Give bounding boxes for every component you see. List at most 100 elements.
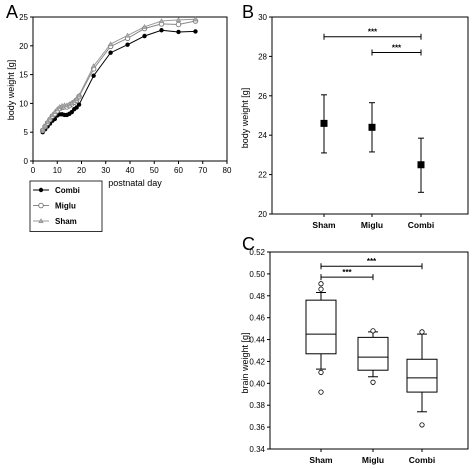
x-tick-label: 10 xyxy=(53,166,62,175)
data-point-sham xyxy=(42,122,48,128)
y-tick-label: 0.48 xyxy=(249,292,265,301)
y-tick-label: 0 xyxy=(24,157,29,166)
data-point-combi xyxy=(69,109,75,115)
x-tick-label: 20 xyxy=(77,166,86,175)
data-point-combi xyxy=(176,29,181,35)
x-tick-label: Combi xyxy=(408,220,434,230)
x-tick-label: 60 xyxy=(174,166,183,175)
x-tick-label: Sham xyxy=(312,220,336,230)
panel-b-plot-area: 20 22 24 26 28 30 Sham Miglu Combi *** *** xyxy=(258,13,469,230)
data-point-combi xyxy=(159,28,164,33)
panel-a-x-axis-label: postnatal day xyxy=(108,178,162,188)
data-point-sham xyxy=(141,23,148,29)
data-point-miglu xyxy=(175,21,182,28)
data-point-sham xyxy=(73,95,80,101)
y-tick-label: 0.44 xyxy=(249,336,265,345)
outlier-sham xyxy=(318,389,324,395)
box-miglu xyxy=(357,336,389,371)
mean-marker-sham xyxy=(320,119,328,127)
significance-label: *** xyxy=(368,28,378,37)
x-tick-label: 80 xyxy=(223,166,232,175)
data-point-combi xyxy=(125,42,130,47)
y-tick-label: 5 xyxy=(24,128,29,137)
x-tick-label: 0 xyxy=(31,166,36,175)
legend-label-combi: Combi xyxy=(55,186,80,195)
panel-a-plot-area: 0 10 20 30 40 50 60 70 80 0 5 10 15 20 25 xyxy=(19,13,232,175)
data-point-sham xyxy=(192,16,199,22)
data-point-sham xyxy=(49,111,56,117)
y-tick-label: 0.36 xyxy=(249,423,265,432)
data-point-combi xyxy=(74,105,79,110)
y-tick-label: 0.40 xyxy=(249,379,265,388)
panel-c-plot-area: 0.34 0.36 0.38 0.40 0.42 0.44 0.46 0.48 0.50 0.52… xyxy=(249,248,469,465)
panel-a-legend: Combi Miglu Sham xyxy=(29,180,103,232)
data-point-combi xyxy=(108,50,113,55)
panel-c: C 0.340.360.380.400.420.440.460.480.500.… xyxy=(240,234,469,465)
outlier-combi xyxy=(419,422,425,428)
significance-label: *** xyxy=(367,257,377,266)
panel-c-frame xyxy=(269,251,469,450)
y-tick-label: 0.52 xyxy=(249,248,265,257)
panel-b-letter: B xyxy=(242,2,254,22)
outlier-sham xyxy=(318,286,324,292)
x-tick-label: 70 xyxy=(198,166,207,175)
y-tick-label: 15 xyxy=(19,71,28,80)
y-tick-label: 25 xyxy=(19,13,28,22)
data-point-combi xyxy=(142,33,147,39)
series-line-combi xyxy=(42,29,196,133)
x-tick-label: 50 xyxy=(150,166,159,175)
y-tick-label: 0.34 xyxy=(249,445,265,454)
significance-label: *** xyxy=(342,268,352,277)
panel-b: B 20 22 24 26 28 30 Sham Miglu Combi *** *** body … xyxy=(240,2,469,230)
data-point-sham xyxy=(158,18,165,24)
data-point-sham xyxy=(76,92,82,98)
legend-marker-sham xyxy=(38,218,44,224)
data-point-sham xyxy=(52,109,58,115)
box-combi xyxy=(406,358,438,393)
legend-label-miglu: Miglu xyxy=(55,202,76,211)
y-tick-label: 0.50 xyxy=(249,270,265,279)
significance-label: *** xyxy=(392,43,402,52)
data-point-combi xyxy=(193,29,198,34)
data-point-sham xyxy=(44,118,51,124)
y-tick-label: 10 xyxy=(19,99,28,108)
outlier-miglu xyxy=(370,379,376,385)
y-tick-label: 0.42 xyxy=(249,357,265,366)
box-sham xyxy=(305,299,337,355)
x-tick-label: Sham xyxy=(309,455,333,465)
x-tick-label: Miglu xyxy=(361,220,383,230)
panel-a-y-axis-label: body weight [g] xyxy=(6,60,16,121)
data-point-combi xyxy=(91,73,96,78)
y-tick-label: 24 xyxy=(258,131,267,140)
data-point-sham xyxy=(124,32,131,38)
panel-a-letter: A xyxy=(6,2,18,22)
y-tick-label: 0.46 xyxy=(249,314,265,323)
panel-c-letter: C xyxy=(242,234,255,254)
outlier-combi xyxy=(419,329,425,335)
data-point-combi xyxy=(76,102,82,107)
data-point-sham xyxy=(90,63,97,69)
x-tick-label: Combi xyxy=(409,455,435,465)
outlier-sham xyxy=(318,281,324,287)
panel-a: A 0 10 20 30 40 50 60 70 80 0 5 10 15 20 25 postnatal … xyxy=(6,2,232,232)
y-tick-label: 22 xyxy=(258,171,267,180)
y-tick-label: 26 xyxy=(258,92,267,101)
y-tick-label: 0.38 xyxy=(249,401,265,410)
x-tick-label: 30 xyxy=(101,166,110,175)
data-point-sham xyxy=(107,41,114,47)
mean-marker-combi xyxy=(417,161,425,169)
y-tick-label: 20 xyxy=(19,42,28,51)
y-tick-label: 20 xyxy=(258,210,267,219)
outlier-miglu xyxy=(370,328,376,334)
panel-b-y-axis-label: body weight [g] xyxy=(240,88,250,149)
data-point-sham xyxy=(175,16,182,22)
panel-c-y-axis-label: brain weight [g] xyxy=(240,332,250,393)
outlier-sham xyxy=(318,369,324,375)
y-tick-label: 30 xyxy=(258,13,267,22)
data-point-sham xyxy=(47,115,53,121)
legend-marker-combi xyxy=(38,187,44,193)
legend-label-sham: Sham xyxy=(55,217,77,226)
x-tick-label: Miglu xyxy=(362,455,384,465)
legend-marker-miglu xyxy=(38,202,44,209)
